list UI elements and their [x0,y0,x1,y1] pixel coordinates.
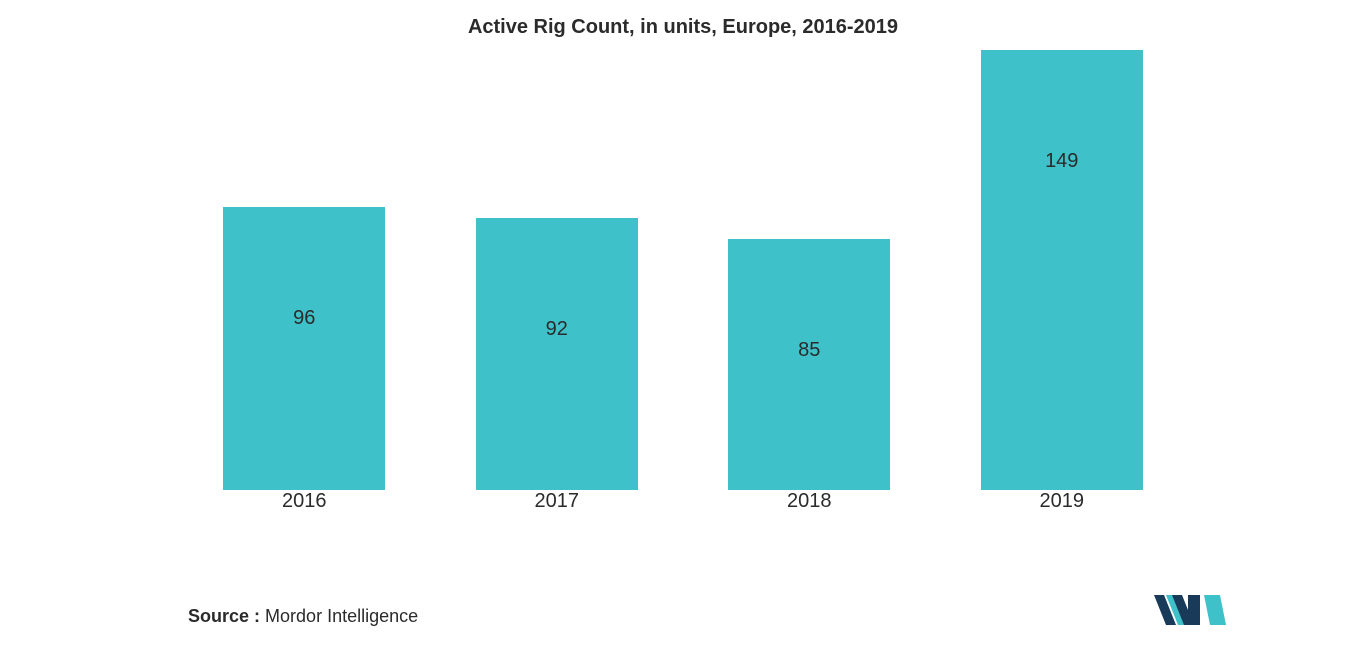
source-value: Mordor Intelligence [265,606,418,626]
x-axis: 2016 2017 2018 2019 [178,490,1188,530]
x-tick-label: 2017 [476,490,638,530]
mordor-logo-icon [1154,587,1226,631]
source-footer: Source : Mordor Intelligence [188,606,418,627]
bar-value-label: 149 [1045,150,1078,173]
bar-value-label: 92 [546,318,568,341]
bar-wrap: 85 [728,239,890,490]
bar-wrap: 92 [476,218,638,490]
bar-wrap: 149 [981,50,1143,490]
bar-value-label: 96 [293,307,315,330]
bar: 149 [981,50,1143,490]
chart-title: Active Rig Count, in units, Europe, 2016… [0,16,1366,39]
x-tick-label: 2018 [728,490,890,530]
bar: 85 [728,239,890,490]
bars-container: 96 92 85 149 [178,50,1188,490]
x-tick-label: 2019 [981,490,1143,530]
bar: 96 [223,207,385,490]
chart-canvas: Active Rig Count, in units, Europe, 2016… [0,0,1366,655]
bar: 92 [476,218,638,490]
plot-area: 96 92 85 149 [178,50,1188,490]
source-label: Source : [188,606,260,626]
x-tick-label: 2016 [223,490,385,530]
bar-value-label: 85 [798,339,820,362]
bar-wrap: 96 [223,207,385,490]
